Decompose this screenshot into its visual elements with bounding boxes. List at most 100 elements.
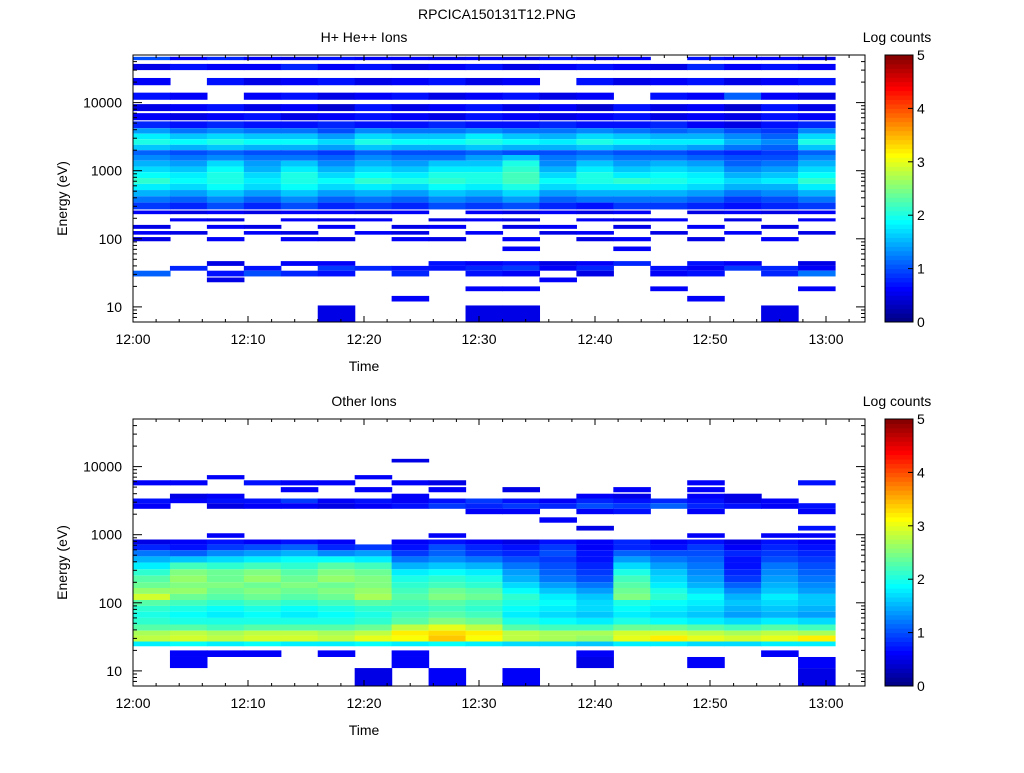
colorbar-swatch [885,299,913,305]
heatmap-cell [206,617,245,625]
heatmap-cell [687,508,725,515]
heatmap-cell [428,56,467,61]
heatmap-cell [502,166,541,173]
heatmap-cell [391,155,430,161]
heatmap-cell [539,569,577,576]
heatmap-cell [576,656,614,669]
colorbar-swatch [885,317,913,323]
heatmap-cell [206,224,245,229]
heatmap-cell [798,166,836,173]
colorbar-swatch [885,663,913,669]
heatmap-cell [650,190,688,197]
heatmap-cell [798,599,836,606]
heatmap-cell [761,150,799,156]
colorbar-swatch [885,166,913,172]
heatmap-cell [650,63,688,71]
heatmap-cell [206,539,245,545]
x-axis-label: Time [349,722,380,738]
heatmap-cell [133,556,171,563]
heatmap-cell [576,605,614,612]
heatmap-cell [169,155,208,161]
heatmap-cell [687,92,725,100]
heatmap-cell [391,569,430,576]
heatmap-cell [761,166,799,173]
heatmap-cell [428,611,467,618]
heatmap-cell [650,587,688,594]
heatmap-cell [206,261,245,266]
heatmap-cell [539,593,577,600]
x-tick-label: 12:10 [230,695,265,711]
heatmap-cell [613,630,651,636]
heatmap-cell [428,139,467,145]
heatmap-cell [133,183,171,191]
heatmap-cell [317,617,356,625]
heatmap-cell [317,480,356,486]
heatmap-cell [502,641,541,647]
heatmap-cell [428,605,467,612]
heatmap-cell [650,160,688,167]
heatmap-cell [243,150,282,156]
heatmap-cell [169,539,208,545]
heatmap-cell [169,617,208,625]
heatmap-cell [687,190,725,197]
colorbar-swatch [885,467,913,473]
y-tick-label: 10000 [83,95,122,111]
heatmap-cell [650,133,688,140]
heatmap-cell [317,202,356,210]
heatmap-cell [613,611,651,618]
colorbar-swatch [885,650,913,656]
heatmap-cell [650,178,688,184]
heatmap-cell [243,617,282,625]
heatmap-cell [206,104,245,112]
heatmap-cell [798,265,836,271]
heatmap-cell [539,498,577,504]
heatmap-cell [761,582,799,588]
heatmap-cell [133,224,171,229]
colorbar-swatch [885,121,913,127]
heatmap-cell [465,498,504,504]
heatmap-cell [761,172,799,179]
heatmap-cell [798,525,836,531]
heatmap-cell [613,508,651,515]
heatmap-cell [391,92,430,100]
heatmap-cell [613,77,651,86]
heatmap-cell [133,569,171,576]
colorbar-swatch [885,103,913,109]
heatmap-cell [576,150,614,156]
heatmap-cell [280,611,319,618]
heatmap-cell [169,144,208,151]
colorbar-swatch [885,281,913,287]
heatmap-cell [280,178,319,184]
heatmap-cell [169,556,208,563]
heatmap-cell [391,224,430,229]
heatmap-cell [465,77,504,86]
y-axis-label: Energy (eV) [54,161,70,236]
colorbar-swatch [885,170,913,176]
heatmap-cell [465,144,504,151]
heatmap-cell [354,218,393,222]
heatmap-cell [391,63,430,71]
heatmap-cell [539,539,577,545]
heatmap-cell [206,178,245,184]
heatmap-cell [502,261,541,266]
heatmap-cell [613,121,651,129]
heatmap-cell [465,286,504,292]
colorbar-swatch [885,108,913,114]
heatmap-cell [761,63,799,71]
heatmap-cell [317,160,356,167]
heatmap-cell [317,128,356,134]
heatmap-cell [687,556,725,563]
heatmap-cell [576,202,614,210]
heatmap-cell [354,210,393,215]
heatmap-cell [687,265,725,271]
heatmap-cell [502,183,541,191]
heatmap-cell [169,641,208,647]
heatmap-cell [539,231,577,235]
heatmap-cell [539,630,577,636]
heatmap-cell [280,503,319,509]
heatmap-cell [576,92,614,100]
colorbar-swatch [885,432,913,438]
heatmap-cell [502,487,541,493]
heatmap-cell [317,569,356,576]
colorbar-swatch [885,654,913,660]
